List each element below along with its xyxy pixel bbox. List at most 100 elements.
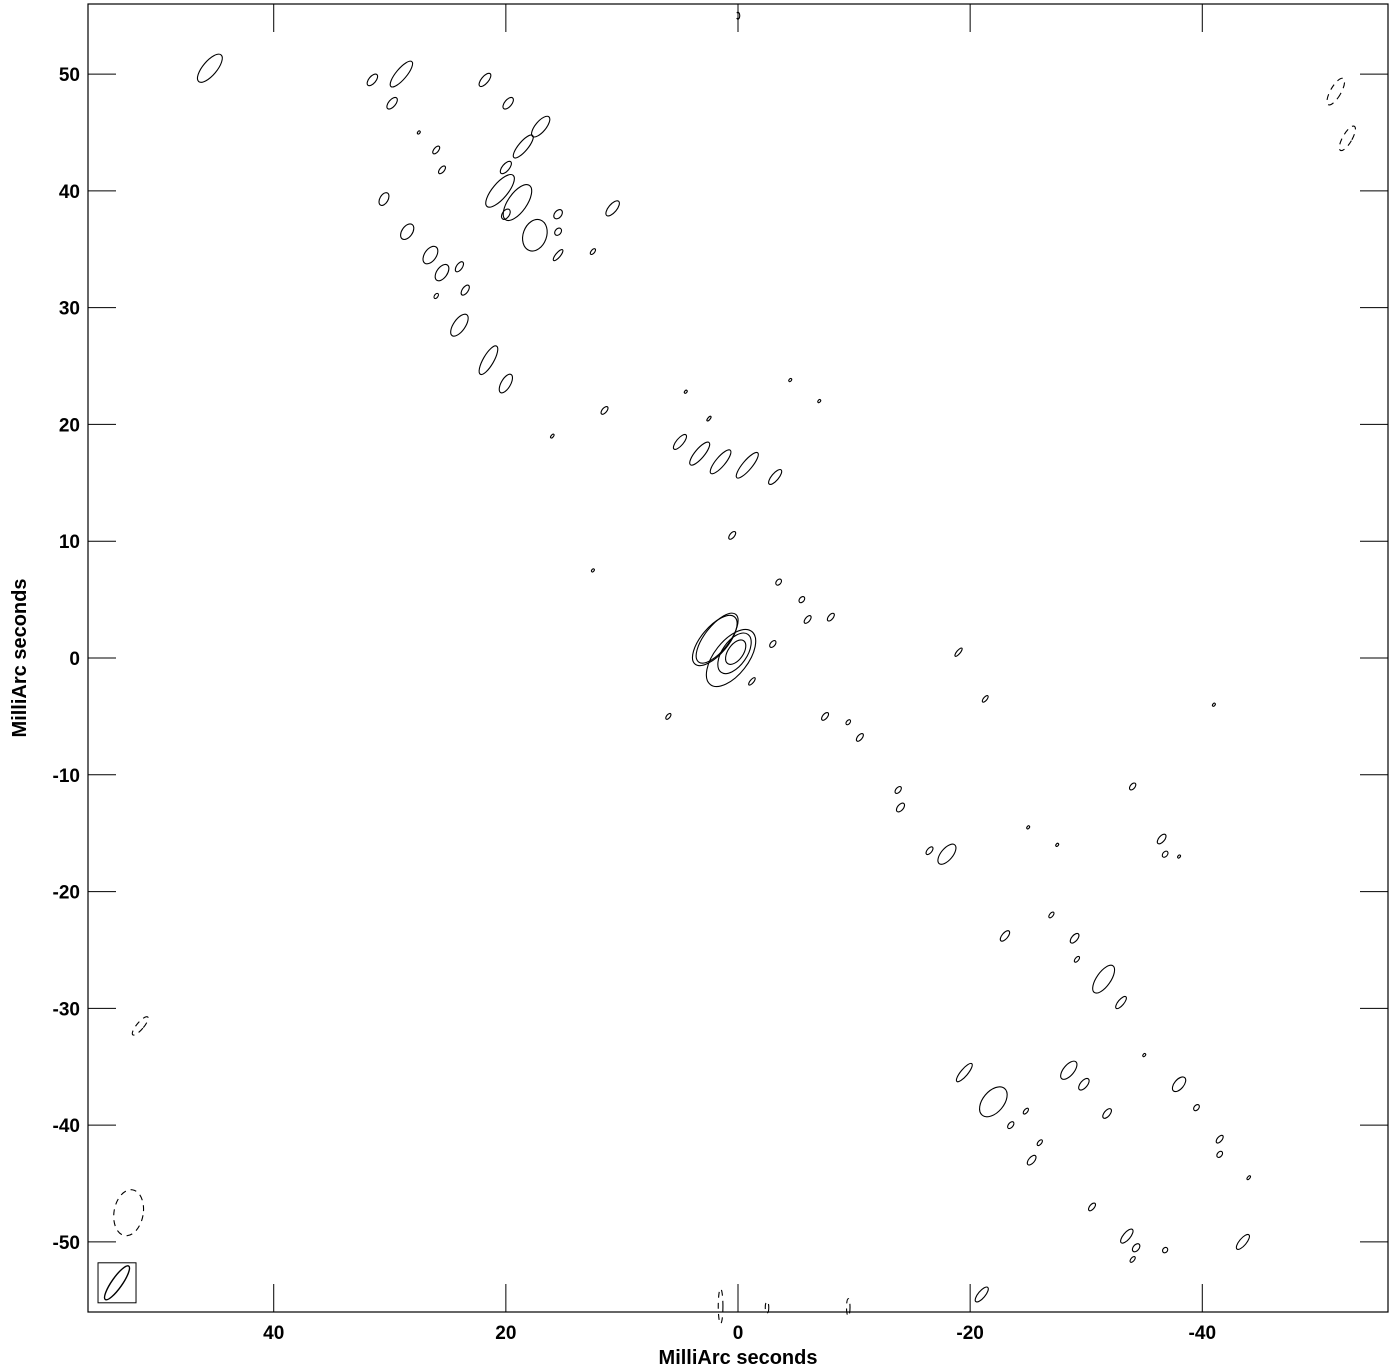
contour-component xyxy=(894,785,902,794)
contour-component xyxy=(605,200,620,217)
core-contour xyxy=(725,639,747,665)
contour-component xyxy=(1142,1052,1147,1058)
contour-component xyxy=(378,192,390,206)
contour-component xyxy=(478,72,492,88)
plot-frame xyxy=(87,3,1389,1313)
contour-component xyxy=(735,451,759,479)
negative-contour xyxy=(131,1016,149,1036)
y-tick-label: -50 xyxy=(53,1233,80,1254)
y-tick-label: 40 xyxy=(59,182,80,203)
y-axis-title: MilliArc seconds xyxy=(9,579,31,738)
contour-component xyxy=(512,134,534,159)
core-extended-contour xyxy=(691,614,738,667)
contour-component xyxy=(665,712,672,720)
contour-component xyxy=(1055,842,1060,847)
negative-contour xyxy=(717,1288,724,1325)
x-axis-title: MilliArc seconds xyxy=(659,1347,818,1369)
contour-component xyxy=(683,389,688,394)
contour-component xyxy=(1246,1175,1252,1181)
contour-component xyxy=(672,433,688,450)
y-tick-labels: 50 40 30 20 10 0 -10 -20 -30 -40 -50 xyxy=(53,65,80,1254)
contour-component xyxy=(979,1086,1008,1118)
x-tick-label: -40 xyxy=(1189,1323,1216,1344)
x-tick-labels: 40 20 0 -20 -40 xyxy=(263,1323,1216,1344)
contour-component xyxy=(1102,1108,1113,1119)
beam-box xyxy=(97,1262,137,1304)
contour-component xyxy=(589,248,597,256)
contour-component xyxy=(1162,1246,1169,1254)
core-contour xyxy=(705,628,757,688)
contour-component xyxy=(895,802,906,813)
contour-component xyxy=(485,173,515,208)
core-contour xyxy=(717,632,752,675)
contour-component xyxy=(954,647,963,657)
negative-contour xyxy=(113,1189,145,1237)
axis-ticks xyxy=(88,4,1388,1312)
contour-component xyxy=(502,184,533,222)
contour-layer xyxy=(113,11,1356,1325)
contour-component xyxy=(1007,1121,1015,1130)
contour-component xyxy=(1120,1228,1134,1244)
beam-ellipse xyxy=(103,1265,131,1301)
y-tick-label: 50 xyxy=(59,65,80,86)
contour-component xyxy=(817,398,822,404)
contour-component xyxy=(1069,932,1080,944)
contour-component xyxy=(1211,702,1216,707)
contour-component xyxy=(1193,1104,1200,1112)
contour-component xyxy=(554,227,563,236)
x-tick-label: 40 xyxy=(263,1323,284,1344)
contour-component xyxy=(432,145,441,155)
y-tick-label: -30 xyxy=(53,999,80,1020)
contour-component xyxy=(553,209,563,220)
contour-component xyxy=(1026,825,1031,830)
contour-component xyxy=(1036,1139,1043,1147)
contour-component xyxy=(366,73,379,87)
contour-component xyxy=(974,1286,989,1303)
contour-component xyxy=(416,130,421,135)
y-tick-label: -20 xyxy=(53,883,80,904)
contour-component xyxy=(788,377,793,383)
contour-component xyxy=(999,930,1011,942)
core-contour xyxy=(695,612,739,664)
contour-component xyxy=(530,115,551,138)
contour-component xyxy=(500,208,511,220)
contour-component xyxy=(937,843,957,865)
contour-component xyxy=(826,612,835,622)
contour-component xyxy=(400,223,415,241)
contour-component xyxy=(1026,1154,1037,1166)
contour-component xyxy=(821,711,830,721)
x-tick-label: 20 xyxy=(495,1323,516,1344)
contour-component xyxy=(600,406,609,415)
contour-component xyxy=(1022,1107,1030,1115)
contour-component xyxy=(478,345,499,376)
contour-component xyxy=(590,568,595,573)
negative-contour xyxy=(1326,77,1346,106)
contour-component xyxy=(689,441,711,466)
contour-component xyxy=(1215,1134,1224,1144)
contour-component xyxy=(855,733,864,742)
contour-component xyxy=(1235,1233,1251,1250)
contour-component xyxy=(422,245,439,265)
contour-component xyxy=(1073,955,1081,963)
contour-component xyxy=(498,373,514,394)
contour-component xyxy=(798,595,806,604)
contour-component xyxy=(1171,1076,1187,1093)
contour-component xyxy=(386,96,398,110)
contour-component xyxy=(1078,1077,1090,1091)
contour-component xyxy=(1087,1202,1097,1212)
contour-component xyxy=(499,160,512,175)
x-tick-label: 0 xyxy=(733,1323,744,1344)
x-tick-label: -20 xyxy=(956,1323,983,1344)
contour-component xyxy=(460,284,470,296)
contour-component xyxy=(1048,911,1055,919)
contour-component xyxy=(775,578,783,586)
contour-component xyxy=(454,261,465,273)
contour-component xyxy=(709,449,732,475)
y-tick-label: 10 xyxy=(59,532,80,553)
contour-component xyxy=(1128,782,1137,791)
beam-box-outline xyxy=(97,1262,137,1304)
y-tick-label: 0 xyxy=(69,649,80,670)
y-tick-label: -40 xyxy=(53,1116,80,1137)
contour-component xyxy=(552,248,564,262)
